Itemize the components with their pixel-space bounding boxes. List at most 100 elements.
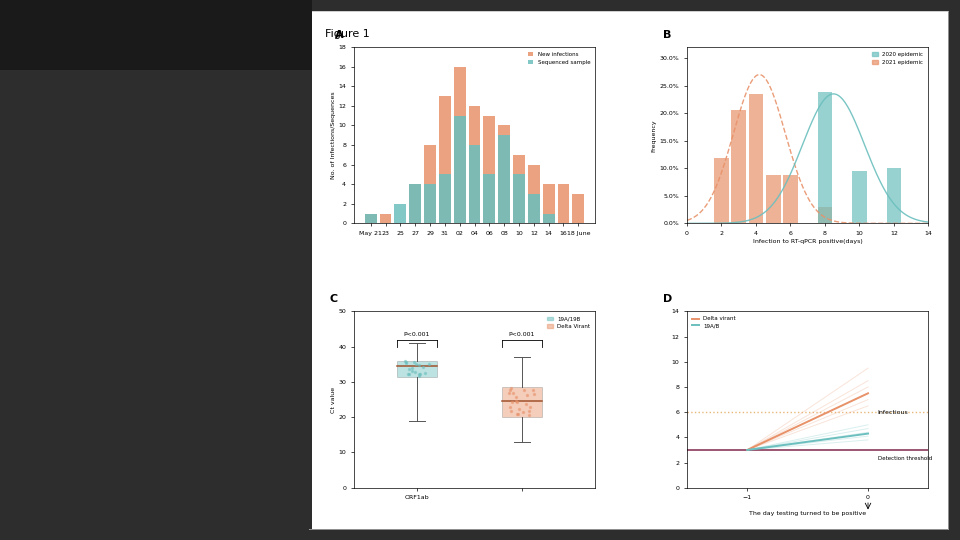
Point xyxy=(522,402,538,411)
Bar xyxy=(818,92,832,224)
Bar xyxy=(365,213,376,224)
19A/B xyxy=(862,430,874,437)
Point xyxy=(401,369,417,378)
Bar xyxy=(732,110,746,224)
Bar xyxy=(886,168,901,224)
Point xyxy=(503,403,518,412)
Point xyxy=(526,390,541,399)
Text: C: C xyxy=(329,294,338,305)
Text: P<0.001: P<0.001 xyxy=(403,332,430,337)
Text: Detection threshold: Detection threshold xyxy=(877,456,932,461)
Bar xyxy=(409,184,421,224)
Point xyxy=(404,364,420,373)
Bar xyxy=(424,145,436,224)
Bar xyxy=(498,135,510,224)
Text: A: A xyxy=(334,30,343,40)
Legend: Delta virant, 19A/B: Delta virant, 19A/B xyxy=(689,314,738,330)
Delta virant xyxy=(741,447,753,453)
Text: B: B xyxy=(662,30,671,40)
Line: 19A/B: 19A/B xyxy=(747,434,868,450)
Bar xyxy=(395,204,406,224)
Point xyxy=(509,397,524,406)
Y-axis label: Ct value: Ct value xyxy=(330,387,335,413)
Line: Delta virant: Delta virant xyxy=(747,393,868,450)
X-axis label: The day testing turned to be positive: The day testing turned to be positive xyxy=(749,511,866,516)
Bar xyxy=(513,174,525,224)
19A/B xyxy=(741,447,753,453)
Point xyxy=(512,405,527,414)
Bar xyxy=(454,66,466,224)
Point xyxy=(401,364,417,373)
Bar xyxy=(424,184,436,224)
Bar xyxy=(749,94,763,224)
Bar xyxy=(513,155,525,224)
Legend: 19A/19B, Delta Virant: 19A/19B, Delta Virant xyxy=(545,314,592,332)
Point xyxy=(516,385,532,394)
Point xyxy=(505,398,520,407)
Point xyxy=(412,372,427,380)
Point xyxy=(406,357,421,366)
Bar xyxy=(528,165,540,224)
Point xyxy=(502,386,517,394)
Bar xyxy=(783,175,798,224)
Point xyxy=(404,367,420,375)
Point xyxy=(511,409,526,418)
Bar xyxy=(468,106,480,224)
Point xyxy=(519,391,535,400)
Bar xyxy=(409,184,421,224)
Y-axis label: No. of Infections/Sequences: No. of Infections/Sequences xyxy=(330,91,335,179)
Bar xyxy=(852,171,867,224)
Point xyxy=(509,410,524,418)
Point xyxy=(398,357,414,366)
Bar xyxy=(439,174,451,224)
Text: P<0.001: P<0.001 xyxy=(509,332,535,337)
Point xyxy=(412,370,427,379)
Point xyxy=(412,361,427,370)
Point xyxy=(397,357,413,366)
Bar xyxy=(572,194,585,224)
Legend: New infections, Sequenced sample: New infections, Sequenced sample xyxy=(525,50,592,67)
Point xyxy=(502,388,517,397)
Point xyxy=(521,407,537,416)
Point xyxy=(525,386,540,395)
Point xyxy=(418,369,433,377)
Bar xyxy=(484,174,495,224)
Point xyxy=(518,400,534,408)
Bar xyxy=(498,125,510,224)
Text: Figure 1: Figure 1 xyxy=(325,29,370,39)
Bar xyxy=(542,213,555,224)
Point xyxy=(504,407,519,416)
Bar xyxy=(439,96,451,224)
Bar xyxy=(542,184,555,224)
Bar xyxy=(468,145,480,224)
Y-axis label: Frequency: Frequency xyxy=(652,119,657,152)
Point xyxy=(415,363,430,372)
Bar xyxy=(484,116,495,224)
Bar xyxy=(528,194,540,224)
X-axis label: Infection to RT-qPCR positive(days): Infection to RT-qPCR positive(days) xyxy=(753,239,862,244)
Point xyxy=(407,368,422,376)
Bar xyxy=(714,158,729,224)
Point xyxy=(521,411,537,420)
Bar xyxy=(379,213,392,224)
Bar xyxy=(396,361,437,377)
Bar xyxy=(766,175,780,224)
Delta virant xyxy=(862,390,874,396)
Legend: 2020 epidemic, 2021 epidemic: 2020 epidemic, 2021 epidemic xyxy=(870,50,925,67)
Text: D: D xyxy=(662,294,672,305)
Point xyxy=(505,389,520,397)
Point xyxy=(408,360,423,369)
Point xyxy=(420,360,436,368)
Text: Infectious: Infectious xyxy=(877,410,908,415)
Bar xyxy=(818,207,832,224)
Point xyxy=(400,370,416,379)
Point xyxy=(508,393,523,402)
Bar xyxy=(365,213,376,224)
Point xyxy=(510,397,525,406)
Point xyxy=(503,383,518,392)
Bar xyxy=(502,387,541,417)
Bar xyxy=(454,116,466,224)
Point xyxy=(398,359,414,367)
Bar xyxy=(558,184,569,224)
Point xyxy=(412,370,427,379)
